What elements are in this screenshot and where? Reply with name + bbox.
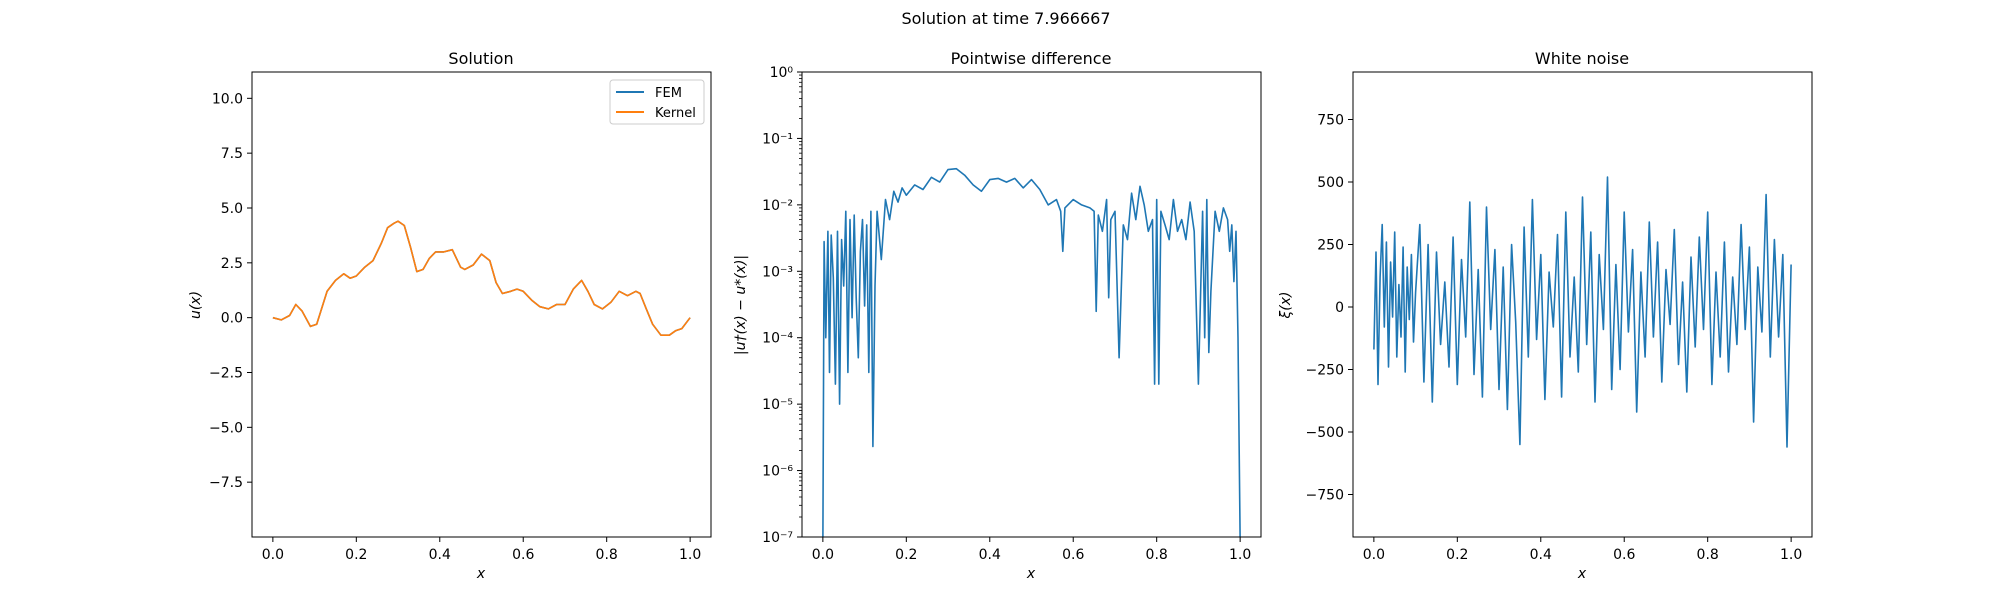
y-tick-label: 10.0 xyxy=(212,91,243,107)
y-tick-label: 250 xyxy=(1317,238,1344,254)
y-tick-label: 10⁻³ xyxy=(762,264,793,280)
series-line-kernel xyxy=(272,220,691,337)
x-tick-label: 1.0 xyxy=(679,547,701,563)
y-tick-label: −750 xyxy=(1306,488,1344,504)
x-tick-label: 1.0 xyxy=(1780,547,1802,563)
y-tick-label: 10⁻¹ xyxy=(762,131,793,147)
y-tick-label: −500 xyxy=(1306,425,1344,441)
x-tick-label: 0.0 xyxy=(1363,547,1385,563)
legend-kernel-label: Kernel xyxy=(655,106,696,121)
x-tick-label: 0.0 xyxy=(812,547,834,563)
x-tick-label: 0.6 xyxy=(1613,547,1635,563)
y-tick-label: 0.0 xyxy=(221,311,243,327)
series-line-noise xyxy=(1373,176,1792,448)
panel-solution-legend: FEM Kernel xyxy=(609,79,705,125)
y-tick-label: −250 xyxy=(1306,363,1344,379)
y-tick-label: 10⁻⁴ xyxy=(762,331,793,347)
y-tick-label: 10⁻⁷ xyxy=(762,530,793,546)
panel-solution: Solution 0.0 0.2 0.4 0.6 0.8 1.0−7.5−5.0−2.50… xyxy=(188,49,712,582)
x-tick-label: 0.8 xyxy=(1146,547,1168,563)
panel-noise: White noise 0.0 0.2 0.4 0.6 0.8 1.0 −750 −500 −2… xyxy=(1278,49,1813,582)
panel-noise-title: White noise xyxy=(1535,49,1629,68)
panel-difference-frame xyxy=(801,71,1262,538)
x-tick-label: 0.8 xyxy=(1697,547,1719,563)
panel-solution-xlabel: x xyxy=(476,566,486,582)
y-tick-label: 10⁻² xyxy=(762,198,793,214)
series-line-difference xyxy=(822,167,1241,537)
y-tick-label: −7.5 xyxy=(209,475,243,491)
panel-solution-title: Solution xyxy=(448,49,513,68)
panel-noise-plot: 0.0 0.2 0.4 0.6 0.8 1.0 −750 −500 −250 0 250 500 750 xyxy=(1306,113,1803,564)
panel-solution-ylabel: u(x) xyxy=(188,291,204,319)
y-tick-label: 750 xyxy=(1317,113,1344,129)
y-tick-label: 10⁻⁵ xyxy=(762,397,793,413)
panel-noise-ylabel: ξ(x) xyxy=(1278,291,1294,319)
panel-difference-ylabel: |u†(x) − u*(x)| xyxy=(733,255,749,355)
y-tick-label: 2.5 xyxy=(221,256,243,272)
x-tick-label: 0.8 xyxy=(596,547,618,563)
figure-suptitle: Solution at time 7.966667 xyxy=(901,9,1110,28)
legend-fem-label: FEM xyxy=(655,86,682,101)
panel-difference: Pointwise difference 0.0 0.2 0.4 0.6 0.8 1.0 1… xyxy=(733,49,1262,582)
y-tick-label: 5.0 xyxy=(221,201,243,217)
y-tick-label: −5.0 xyxy=(209,420,243,436)
y-tick-label: −2.5 xyxy=(209,365,243,381)
y-tick-label: 500 xyxy=(1317,175,1344,191)
panel-solution-plot: 0.0 0.2 0.4 0.6 0.8 1.0 −7.5 −5.0 −2.5 0.0 2.5 5.0 7… xyxy=(209,91,701,563)
y-tick-label: 7.5 xyxy=(221,146,243,162)
x-tick-label: 0.2 xyxy=(1446,547,1468,563)
panel-noise-xlabel: x xyxy=(1577,566,1587,582)
x-tick-label: 0.2 xyxy=(895,547,917,563)
x-tick-label: 0.6 xyxy=(512,547,534,563)
x-tick-label: 0.6 xyxy=(1062,547,1084,563)
y-tick-label: 10⁻⁶ xyxy=(762,464,793,480)
panel-difference-xlabel: x xyxy=(1026,566,1036,582)
x-tick-label: 0.4 xyxy=(1530,547,1552,563)
x-tick-label: 0.4 xyxy=(429,547,451,563)
panel-difference-plot: 0.0 0.2 0.4 0.6 0.8 1.0 10⁻⁷ 10⁻⁶ 10⁻⁵ 10⁻⁴ 10⁻³ 10… xyxy=(762,65,1251,563)
panel-difference-title: Pointwise difference xyxy=(951,49,1112,68)
panel-solution-frame xyxy=(251,71,712,538)
y-tick-label: 0 xyxy=(1335,300,1344,316)
x-tick-label: 0.2 xyxy=(345,547,367,563)
x-tick-label: 0.4 xyxy=(979,547,1001,563)
panel-noise-frame xyxy=(1352,71,1813,538)
x-tick-label: 1.0 xyxy=(1229,547,1251,563)
y-tick-label: 10⁰ xyxy=(770,65,794,81)
x-tick-label: 0.0 xyxy=(262,547,284,563)
